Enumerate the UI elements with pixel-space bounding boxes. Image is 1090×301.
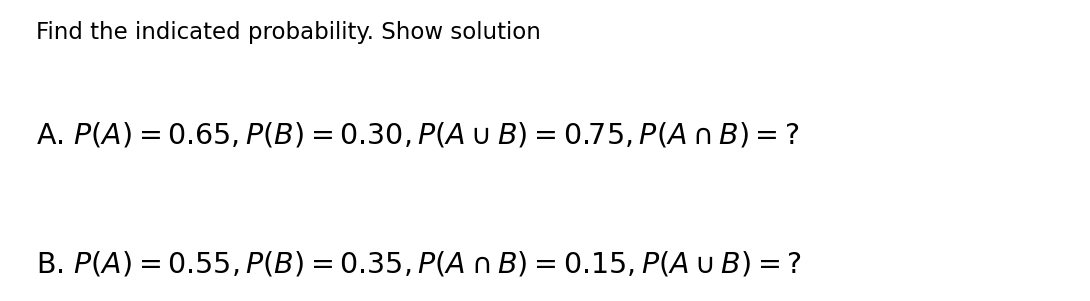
- Text: Find the indicated probability. Show solution: Find the indicated probability. Show sol…: [36, 21, 541, 44]
- Text: A. $P(A) = 0.65, P(B) = 0.30, P(A \cup B) = 0.75, P(A \cap B) =?$: A. $P(A) = 0.65, P(B) = 0.30, P(A \cup B…: [36, 120, 799, 149]
- Text: B. $P(A) = 0.55, P(B) = 0.35, P(A \cap B) = 0.15, P(A \cup B) =?$: B. $P(A) = 0.55, P(B) = 0.35, P(A \cap B…: [36, 250, 801, 279]
